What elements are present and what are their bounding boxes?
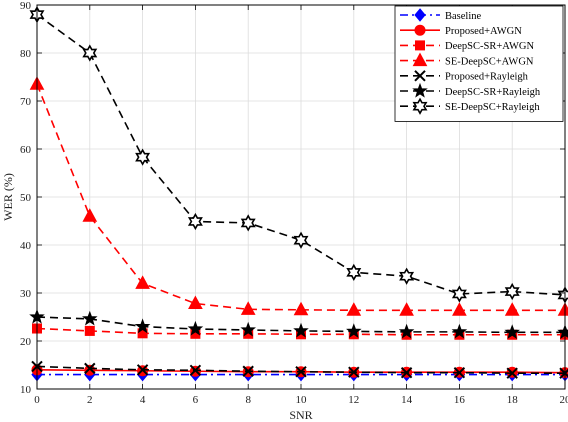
data-point	[135, 148, 151, 166]
x-tick-label: 2	[87, 394, 93, 406]
legend-label: SE-DeepSC+AWGN	[445, 56, 534, 67]
legend-marker	[415, 40, 425, 51]
legend-label: Proposed+AWGN	[445, 26, 522, 37]
data-point	[453, 366, 466, 379]
y-tick-label: 90	[20, 0, 32, 12]
data-point	[293, 301, 309, 316]
legend-label: Baseline	[445, 11, 481, 22]
data-point	[293, 322, 309, 338]
data-point	[240, 214, 256, 232]
data-point	[557, 286, 568, 304]
data-point	[82, 208, 98, 222]
x-tick-label: 0	[34, 394, 40, 406]
y-tick-label: 70	[20, 96, 32, 108]
y-tick-label: 50	[20, 192, 32, 204]
legend-label: SE-DeepSC+Rayleigh	[445, 102, 540, 113]
data-point	[188, 295, 203, 310]
x-axis-label: SNR	[289, 408, 312, 422]
data-point	[84, 325, 95, 336]
y-tick-label: 40	[20, 240, 32, 252]
data-point	[134, 318, 151, 334]
legend-entry: DeepSC-SR+AWGN	[400, 40, 534, 52]
data-point	[240, 321, 256, 337]
x-tick-label: 14	[401, 394, 413, 406]
legend-marker	[412, 82, 428, 98]
legend-entry: Proposed+Rayleigh	[400, 70, 529, 83]
legend-label: DeepSC-SR+Rayleigh	[445, 87, 541, 98]
data-point	[295, 366, 307, 378]
legend-label: DeepSC-SR+AWGN	[445, 41, 534, 52]
data-point	[242, 365, 254, 377]
data-point	[506, 367, 518, 379]
data-point	[82, 310, 98, 326]
data-point	[557, 302, 568, 316]
legend-entry: Baseline	[400, 8, 481, 22]
data-point	[346, 302, 362, 316]
data-point	[398, 323, 415, 339]
y-axis-label: WER (%)	[1, 173, 15, 221]
series-7	[29, 5, 568, 304]
series-5	[31, 360, 568, 379]
x-tick-label: 12	[348, 394, 359, 406]
legend-entry: SE-DeepSC+AWGN	[400, 52, 534, 67]
data-point	[451, 285, 467, 303]
x-tick-label: 8	[245, 394, 251, 406]
data-point	[400, 366, 413, 379]
data-point	[84, 362, 96, 375]
x-tick-label: 4	[140, 394, 146, 406]
data-point	[293, 231, 309, 249]
data-point	[82, 44, 98, 62]
data-point	[135, 275, 150, 289]
legend-entry: Proposed+AWGN	[400, 24, 522, 37]
data-point	[399, 267, 415, 285]
data-point	[187, 212, 203, 231]
data-point	[136, 364, 149, 376]
x-tick-label: 18	[507, 394, 519, 406]
data-point	[348, 366, 360, 378]
legend-marker	[412, 97, 428, 115]
legend-entry: DeepSC-SR+Rayleigh	[400, 82, 541, 98]
x-tick-label: 10	[296, 394, 308, 406]
data-point	[504, 302, 520, 316]
data-point	[504, 324, 520, 339]
x-tick-label: 6	[193, 394, 199, 406]
data-point	[346, 263, 362, 281]
x-tick-label: 20	[560, 394, 568, 406]
legend-entry: SE-DeepSC+Rayleigh	[400, 97, 540, 115]
series-line	[36, 13, 566, 296]
legend-marker	[414, 8, 426, 22]
data-point	[452, 302, 467, 316]
data-point	[399, 302, 414, 316]
y-tick-label: 10	[20, 384, 32, 396]
legend-marker	[412, 52, 428, 67]
data-point	[451, 323, 468, 339]
data-point	[346, 323, 362, 339]
legend-label: Proposed+Rayleigh	[445, 72, 529, 83]
y-tick-label: 20	[20, 336, 32, 348]
legend-marker	[414, 70, 426, 82]
x-tick-label: 16	[454, 394, 466, 406]
data-point	[189, 364, 202, 376]
legend-marker	[414, 24, 426, 36]
data-point	[240, 301, 256, 315]
data-point	[504, 282, 520, 301]
y-tick-label: 80	[20, 48, 32, 60]
data-point	[557, 324, 568, 339]
y-tick-label: 30	[20, 288, 32, 300]
y-tick-label: 60	[20, 144, 32, 156]
legend: Baseline Proposed+AWGN DeepSC-SR+AWGN SE-De…	[394, 5, 564, 122]
data-point	[187, 320, 204, 336]
tick-layer: 0 2 4 6 8 10 12 14 16 18 20 10 20 30 40 50 60 70 80 90	[20, 0, 568, 406]
data-point	[84, 364, 96, 376]
